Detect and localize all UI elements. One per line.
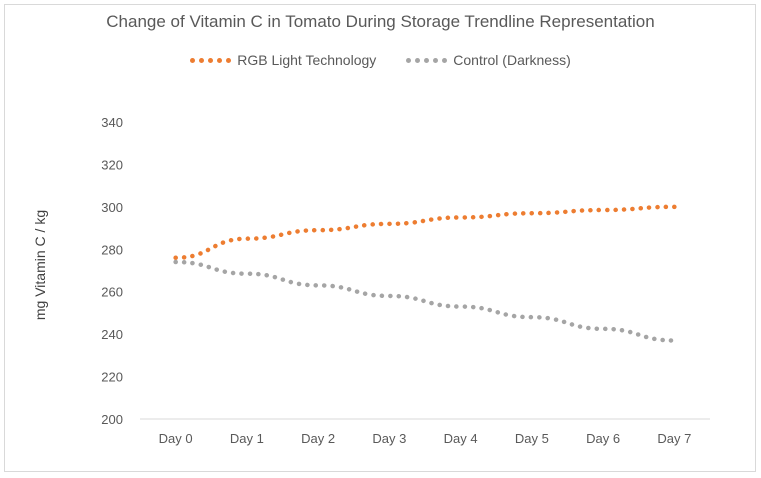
legend: RGB Light Technology Control (Darkness) bbox=[0, 52, 761, 68]
x-tick-label: Day 0 bbox=[159, 431, 193, 446]
legend-label-control: Control (Darkness) bbox=[453, 52, 571, 68]
y-tick-label: 220 bbox=[101, 370, 123, 385]
series-line-0 bbox=[173, 204, 677, 261]
x-tick-label: Day 1 bbox=[230, 431, 264, 446]
x-tick-label: Day 4 bbox=[444, 431, 478, 446]
y-tick-label: 280 bbox=[101, 242, 123, 257]
x-tick-label: Day 6 bbox=[586, 431, 620, 446]
y-tick-label: 260 bbox=[101, 285, 123, 300]
y-tick-label: 340 bbox=[101, 115, 123, 130]
chart-title: Change of Vitamin C in Tomato During Sto… bbox=[106, 12, 655, 31]
x-tick-label: Day 3 bbox=[372, 431, 406, 446]
chart-frame bbox=[4, 4, 756, 472]
legend-swatch-control bbox=[406, 57, 448, 63]
x-tick-label: Day 2 bbox=[301, 431, 335, 446]
legend-item-rgb: RGB Light Technology bbox=[190, 52, 376, 68]
legend-swatch-rgb bbox=[190, 57, 232, 63]
x-tick-label: Day 5 bbox=[515, 431, 549, 446]
y-tick-label: 320 bbox=[101, 157, 123, 172]
x-tick-label: Day 7 bbox=[657, 431, 691, 446]
y-tick-label: 300 bbox=[101, 200, 123, 215]
legend-item-control: Control (Darkness) bbox=[406, 52, 571, 68]
y-tick-label: 200 bbox=[101, 412, 123, 427]
legend-label-rgb: RGB Light Technology bbox=[237, 52, 377, 68]
y-tick-label: 240 bbox=[101, 327, 123, 342]
series-line-1 bbox=[173, 259, 677, 343]
